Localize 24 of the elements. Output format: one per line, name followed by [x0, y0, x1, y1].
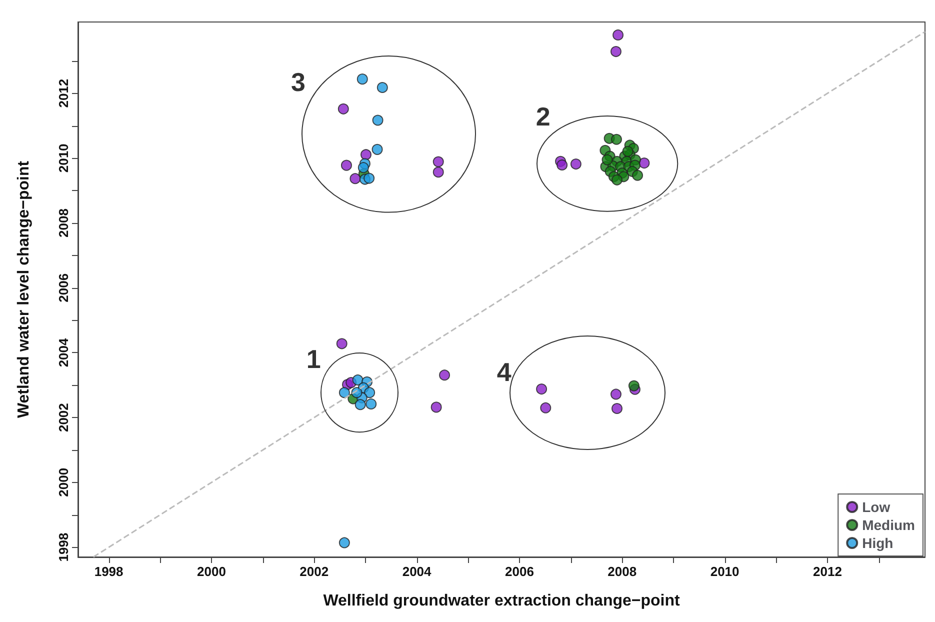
x-tick-label: 2010: [710, 564, 740, 579]
x-tick-label: 2000: [197, 564, 226, 579]
x-tick-label: 2008: [608, 564, 637, 579]
y-axis-title: Wetland water level change−point: [16, 160, 32, 418]
y-tick-label: 2012: [56, 78, 71, 108]
x-tick-label: 2012: [813, 564, 842, 579]
y-tick-label: 2008: [56, 208, 71, 238]
x-tick-label: 2004: [402, 564, 432, 579]
x-tick-label: 2002: [300, 564, 329, 579]
y-tick-label: 2002: [56, 403, 71, 432]
legend-label: Low: [862, 499, 890, 515]
x-tick-label: 2006: [505, 564, 534, 579]
y-tick-label: 2000: [56, 468, 71, 497]
x-tick-label: 1998: [94, 564, 124, 579]
y-tick-label: 2004: [56, 338, 71, 368]
annotation: 3: [290, 66, 306, 97]
y-tick-label: 2006: [56, 273, 71, 302]
legend-label: High: [862, 535, 894, 551]
y-tick-label: 2010: [56, 144, 71, 173]
legend-label: Medium: [862, 517, 915, 533]
annotation: 1: [306, 344, 321, 374]
annotation: 2: [536, 101, 550, 132]
x-axis-title: Wellfield groundwater extraction change−point: [323, 592, 680, 610]
annotation: 4: [496, 357, 512, 388]
